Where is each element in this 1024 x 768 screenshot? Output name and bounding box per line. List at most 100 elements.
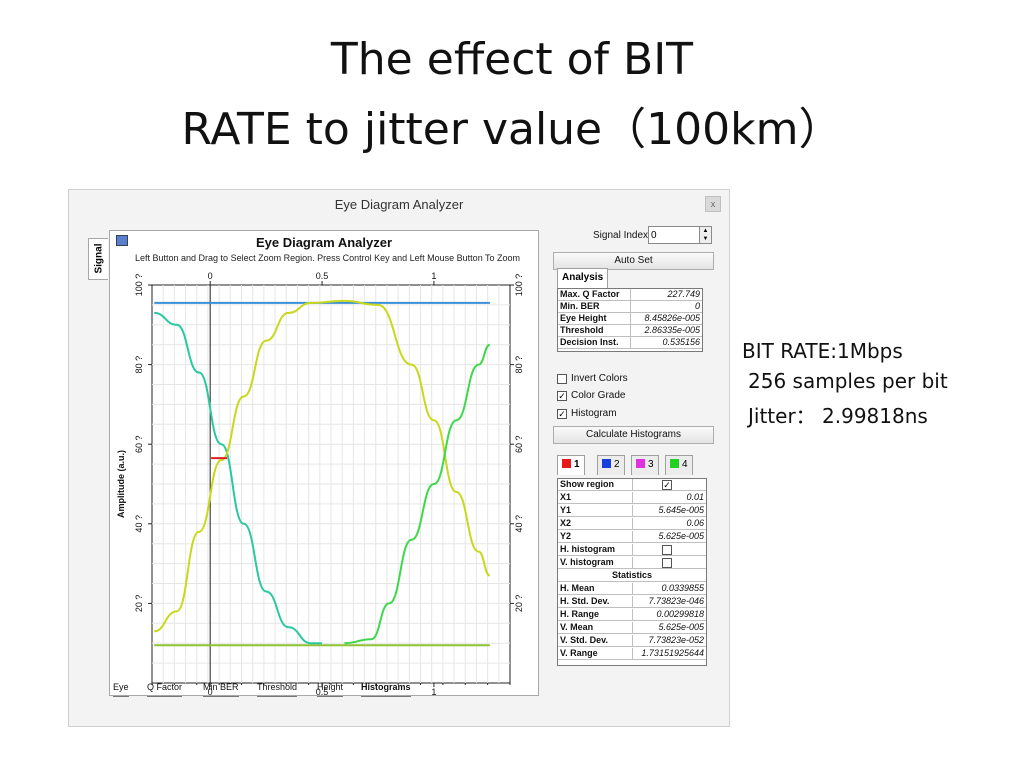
window-title: Eye Diagram Analyzer [334, 197, 464, 212]
rising-edge-trace [154, 299, 345, 633]
y-tick-label-right: 40 ? [514, 515, 524, 533]
tab-histograms[interactable]: Histograms [361, 682, 411, 697]
stats-header: Statistics [558, 570, 706, 582]
channel-tab-4[interactable]: 4 [665, 455, 693, 475]
row-key: X2 [560, 518, 572, 528]
row-key: Show region [560, 479, 614, 489]
row-value: 7.73823e-046 [648, 596, 704, 606]
cell-separator [632, 635, 633, 647]
analysis-key: Decision Inst. [560, 337, 619, 347]
analysis-key: Min. BER [560, 301, 600, 311]
y-tick-label-right: 100 ? [514, 274, 524, 297]
row-value: 0.00299818 [656, 609, 704, 619]
histogram-table: Show region ✓ X1 0.01 Y1 5.645e-005 X2 0.06 Y2 5.… [557, 478, 707, 666]
hist-row: Show region ✓ [558, 479, 706, 491]
cell-separator [630, 337, 631, 349]
cell-separator [630, 289, 631, 301]
row-key: V. Mean [560, 622, 594, 632]
analysis-table: Max. Q Factor 227.749 Min. BER 0 Eye Height 8… [557, 288, 703, 352]
signal-index-input[interactable] [648, 226, 700, 244]
row-key: H. Range [560, 609, 600, 619]
cell-separator [630, 301, 631, 313]
x-tick-label-top: 0.5 [316, 271, 329, 281]
cell-separator [632, 557, 633, 569]
stats-row: V. Range 1.73151925644 [558, 648, 706, 660]
color-grade-checkbox[interactable]: ✓ [557, 391, 567, 401]
cell-separator [632, 596, 633, 608]
row-key: Y2 [560, 531, 572, 541]
analysis-row: Min. BER 0 [558, 301, 702, 313]
row-key: V. Range [560, 648, 598, 658]
app-icon [116, 235, 128, 246]
tab-signal-label: Signal [93, 243, 105, 274]
right-panel: Signal Index: ▲▼ Auto Set Analysis Max. … [553, 226, 729, 696]
close-button[interactable]: x [705, 196, 721, 212]
eye-diagram-chart[interactable]: 0 0 0.5 0.5 1 1 100 ? 100 ? 80 ? 80 ? 60 ? 60 ? 40 ?… [110, 231, 540, 697]
channel-tab-2[interactable]: 2 [597, 455, 625, 475]
row-value: 0.0339855 [661, 583, 704, 593]
calculate-histograms-button[interactable]: Calculate Histograms [553, 426, 714, 444]
window-titlebar[interactable]: Eye Diagram Analyzer x [69, 190, 729, 218]
cell-separator [632, 609, 633, 621]
hist-row: X2 0.06 [558, 518, 706, 530]
channel-color-swatch [602, 459, 611, 468]
row-checkbox[interactable] [662, 545, 672, 555]
channel-tab-3[interactable]: 3 [631, 455, 659, 475]
row-key: H. Mean [560, 583, 595, 593]
auto-set-button[interactable]: Auto Set [553, 252, 714, 270]
cell-separator [632, 583, 633, 595]
channel-color-swatch [670, 459, 679, 468]
slide-title-line1: The effect of BIT [330, 34, 694, 85]
row-value: 7.73823e-052 [648, 635, 704, 645]
plot-panel[interactable]: Eye Diagram Analyzer Left Button and Dra… [109, 230, 540, 697]
tab-eye[interactable]: Eye [113, 682, 129, 697]
histogram-label: Histogram [571, 408, 617, 419]
row-checkbox[interactable] [662, 558, 672, 568]
y-tick-label: 60 ? [134, 435, 144, 453]
row-key: Y1 [560, 505, 572, 515]
histogram-checkbox[interactable]: ✓ [557, 409, 567, 419]
hist-row: X1 0.01 [558, 492, 706, 504]
channel-tab-1[interactable]: 1 [557, 455, 585, 475]
signal-index-spinner[interactable]: ▲ ▼ [700, 226, 712, 244]
tab-threshold[interactable]: Threshold [257, 682, 298, 697]
stats-row: V. Std. Dev. 7.73823e-052 [558, 635, 706, 647]
row-value: 5.645e-005 [658, 505, 704, 515]
x-tick-label: 1 [431, 687, 436, 697]
row-key: H. histogram [560, 544, 616, 554]
y-tick-label-right: 20 ? [514, 595, 524, 613]
row-value: 5.625e-005 [658, 622, 704, 632]
cell-separator [632, 544, 633, 556]
y-axis-title: Amplitude (a.u.) [116, 450, 126, 518]
hist-row: H. histogram [558, 544, 706, 556]
channel-tab-label: 1 [574, 459, 580, 470]
tab-q-factor[interactable]: Q Factor [147, 682, 183, 697]
x-tick-label-top: 1 [431, 271, 436, 281]
analysis-row: Eye Height 8.45826e-005 [558, 313, 702, 325]
tab-height[interactable]: Height [317, 682, 344, 697]
tab-min-ber[interactable]: Min BER [203, 682, 239, 697]
cell-separator [632, 622, 633, 634]
analysis-row: Decision Inst. 0.535156 [558, 337, 702, 349]
tab-analysis[interactable]: Analysis [557, 268, 609, 288]
y-tick-label: 100 ? [134, 274, 144, 297]
analysis-value: 8.45826e-005 [644, 313, 700, 323]
channel-tab-label: 3 [648, 459, 654, 470]
row-key: V. histogram [560, 557, 614, 567]
row-checkbox[interactable]: ✓ [662, 480, 672, 490]
x-tick-label: 0.5 [316, 687, 329, 697]
invert-colors-checkbox[interactable] [557, 374, 567, 384]
cell-separator [632, 492, 633, 504]
eye-diagram-window: Eye Diagram Analyzer x Signal Eye Diagra… [68, 189, 730, 727]
cell-separator [632, 505, 633, 517]
row-key: V. Std. Dev. [560, 635, 609, 645]
y-tick-label: 20 ? [134, 595, 144, 613]
y-tick-label-right: 60 ? [514, 435, 524, 453]
analysis-row: Max. Q Factor 227.749 [558, 289, 702, 301]
tab-signal[interactable]: Signal [88, 238, 108, 280]
rising-edge-trace-2 [344, 343, 491, 645]
x-tick-label-top: 0 [208, 271, 213, 281]
cell-separator [632, 648, 633, 660]
analysis-key: Max. Q Factor [560, 289, 620, 299]
cell-separator [632, 479, 633, 491]
